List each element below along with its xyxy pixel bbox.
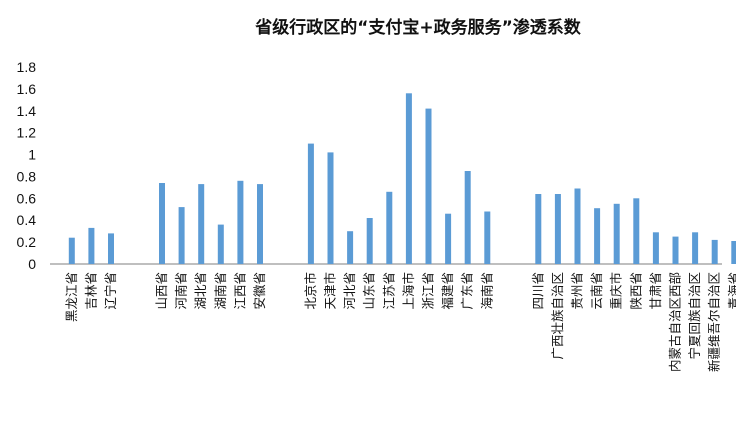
x-tick-label: 广东省: [460, 272, 475, 310]
y-tick-label: 1.4: [17, 103, 37, 119]
x-tick-label: 北京市: [303, 272, 318, 310]
x-tick-label: 河南省: [174, 272, 189, 310]
y-tick-label: 1.2: [17, 125, 37, 141]
bar: [327, 152, 334, 264]
bar: [425, 108, 432, 264]
y-tick-label: 1.6: [17, 81, 37, 97]
bar: [535, 194, 542, 264]
y-tick-label: 0.4: [17, 212, 37, 228]
bar: [178, 207, 185, 264]
x-tick-label: 河北省: [342, 272, 357, 310]
bar: [731, 241, 736, 264]
x-tick-label: 广西壮族自治区: [550, 272, 565, 360]
bar: [386, 191, 393, 264]
x-tick-label: 安徽省: [252, 272, 267, 310]
x-tick-label: 福建省: [440, 272, 455, 310]
x-tick-label: 重庆市: [609, 272, 624, 310]
bar: [68, 237, 75, 264]
bar: [88, 227, 95, 264]
bar: [108, 233, 114, 264]
x-tick-label: 上海市: [401, 272, 416, 310]
x-tick-label: 甘肃省: [648, 272, 663, 310]
y-axis-ticks: 0 0.2 0.4 0.6 0.8 1 1.2 1.4 1.6 1.8: [17, 59, 37, 272]
bar: [445, 213, 452, 264]
y-tick-label: 1: [28, 147, 36, 163]
bar: [574, 188, 581, 264]
x-tick-label: 天津市: [323, 272, 338, 310]
bar: [198, 184, 205, 264]
x-tick-label: 湖南省: [213, 272, 228, 310]
x-tick-label: 江苏省: [381, 272, 396, 310]
x-tick-label: 江西省: [232, 272, 247, 310]
y-tick-label: 1.8: [17, 59, 37, 75]
bar: [652, 232, 659, 264]
chart-title: 省级行政区的“支付宝+政务服务”渗透系数: [254, 17, 582, 38]
bar: [257, 184, 263, 264]
bar: [464, 171, 471, 264]
x-tick-label: 黑龙江省: [64, 272, 79, 322]
x-tick-label: 云南省: [589, 272, 604, 310]
x-tick-label: 四川省: [530, 272, 545, 310]
bar: [613, 203, 620, 264]
bar: [633, 198, 640, 264]
x-tick-label: 山东省: [362, 272, 377, 310]
x-tick-label: 陕西省: [628, 272, 643, 310]
x-tick-label: 宁夏回族自治区: [687, 272, 702, 360]
x-tick-label: 浙江省: [421, 272, 436, 310]
bar: [711, 239, 718, 264]
bar: [484, 211, 491, 264]
x-tick-label: 新疆维吾尔自治区: [707, 272, 722, 372]
bar: [692, 232, 699, 264]
x-tick-label: 内蒙古自治区西部: [668, 272, 683, 372]
bar: [307, 143, 314, 264]
bar: [672, 236, 679, 264]
bar: [405, 93, 412, 264]
x-tick-label: 辽宁省: [103, 272, 118, 310]
x-tick-label: 吉林省: [83, 272, 98, 310]
bar: [554, 194, 561, 264]
bar: [237, 180, 244, 264]
bars-layer: [68, 93, 736, 264]
bar: [366, 218, 373, 264]
x-axis-ticks: 黑龙江省 吉林省 辽宁省 山西省 河南省 湖北省 湖南省 江西省 安徽省 北京市 天津市 河北省 山东省…: [64, 272, 736, 372]
bar: [217, 224, 224, 264]
x-tick-label: 山西省: [154, 272, 169, 310]
y-tick-label: 0.2: [17, 234, 37, 250]
x-tick-label: 青海省: [726, 272, 736, 310]
bar: [594, 208, 601, 264]
y-tick-label: 0: [28, 256, 36, 272]
bar: [159, 183, 165, 264]
y-tick-label: 0.8: [17, 168, 37, 184]
bar: [347, 231, 354, 264]
x-tick-label: 海南省: [479, 272, 494, 310]
x-tick-label: 湖北省: [193, 272, 208, 310]
x-tick-label: 贵州省: [570, 272, 585, 310]
y-tick-label: 0.6: [17, 190, 37, 206]
